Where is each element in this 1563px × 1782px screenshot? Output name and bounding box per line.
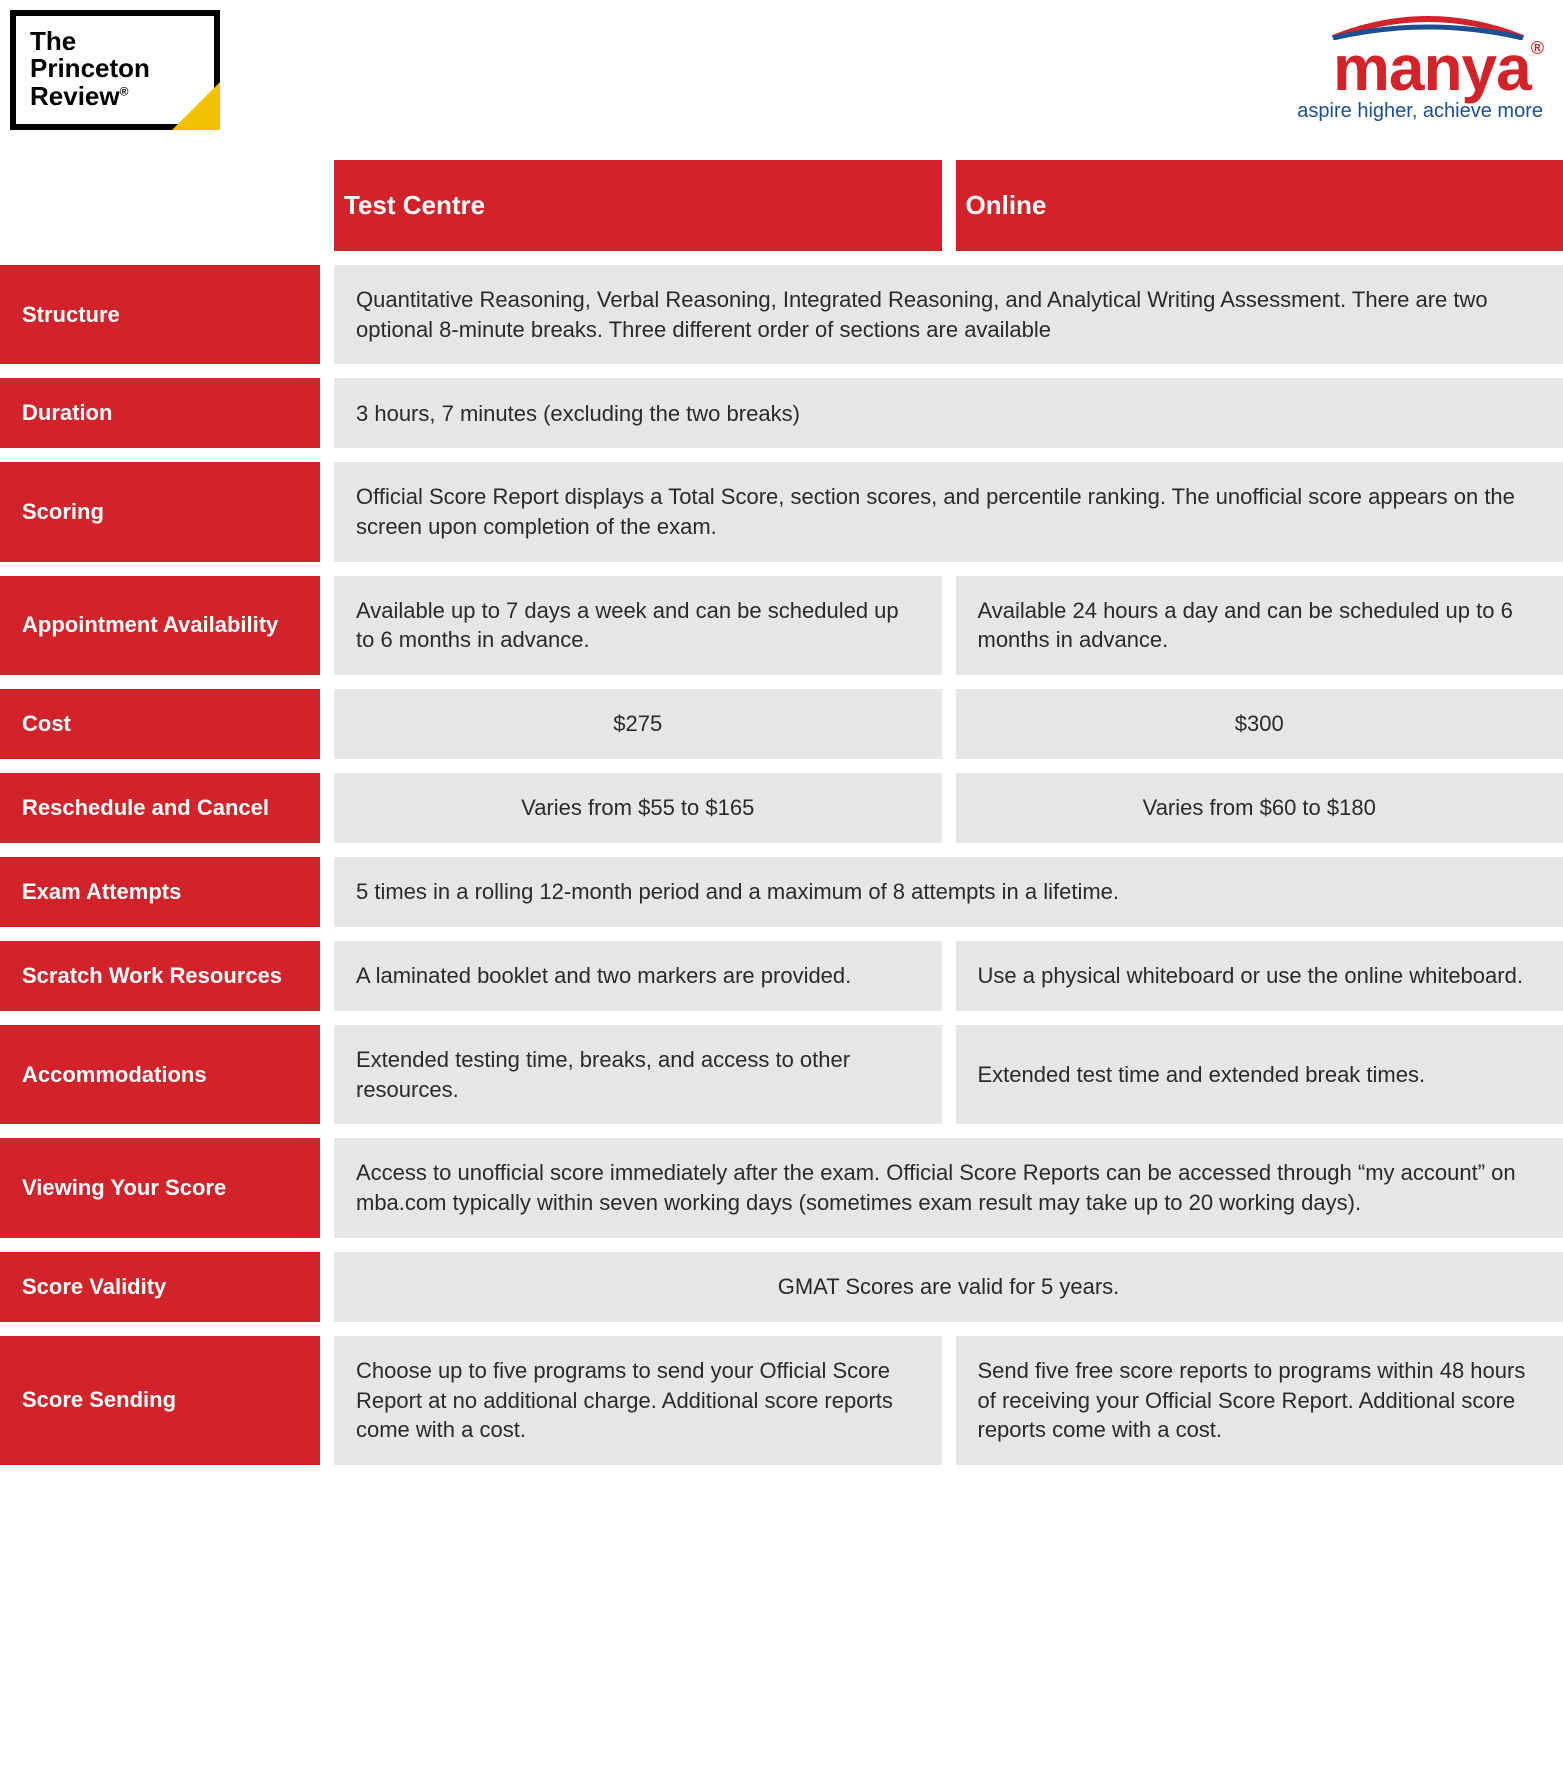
registered-mark: ® [120, 84, 129, 98]
table-row: Structure Quantitative Reasoning, Verbal… [0, 265, 1563, 364]
cell-test-centre: Available up to 7 days a week and can be… [334, 576, 942, 675]
row-label: Cost [0, 689, 320, 759]
manya-logo: manya® aspire higher, achieve more [1297, 10, 1543, 123]
table-row: Appointment Availability Available up to… [0, 576, 1563, 675]
row-label: Duration [0, 378, 320, 448]
table-row: Accommodations Extended testing time, br… [0, 1025, 1563, 1124]
column-header-test-centre: Test Centre [334, 160, 942, 251]
row-label: Exam Attempts [0, 857, 320, 927]
cell-merged: Access to unofficial score immediately a… [334, 1138, 1563, 1237]
cell-online: Varies from $60 to $180 [956, 773, 1563, 843]
table-row: Exam Attempts 5 times in a rolling 12-mo… [0, 857, 1563, 927]
row-label: Scratch Work Resources [0, 941, 320, 1011]
cell-test-centre: A laminated booklet and two markers are … [334, 941, 942, 1011]
cell-online: $300 [956, 689, 1563, 759]
cell-test-centre: Varies from $55 to $165 [334, 773, 942, 843]
table-row: Score Sending Choose up to five programs… [0, 1336, 1563, 1465]
cell-test-centre: Choose up to five programs to send your … [334, 1336, 942, 1465]
logo-text: manya [1333, 32, 1531, 104]
cell-merged: 5 times in a rolling 12-month period and… [334, 857, 1563, 927]
table-row: Viewing Your Score Access to unofficial … [0, 1138, 1563, 1237]
table-header-row: Test Centre Online [0, 160, 1563, 251]
row-label: Appointment Availability [0, 576, 320, 675]
cell-merged: 3 hours, 7 minutes (excluding the two br… [334, 378, 1563, 448]
triangle-accent-icon [172, 82, 220, 130]
cell-online: Available 24 hours a day and can be sche… [956, 576, 1563, 675]
empty-corner [0, 160, 320, 251]
cell-merged: Official Score Report displays a Total S… [334, 462, 1563, 561]
princeton-review-logo: The Princeton Review® [10, 10, 220, 130]
row-label: Score Sending [0, 1336, 320, 1465]
table-row: Cost $275 $300 [0, 689, 1563, 759]
comparison-table: Test Centre Online Structure Quantitativ… [0, 160, 1563, 1465]
logo-text: The [30, 26, 76, 56]
logo-text: Princeton [30, 53, 150, 83]
cell-merged: GMAT Scores are valid for 5 years. [334, 1252, 1563, 1322]
table-row: Duration 3 hours, 7 minutes (excluding t… [0, 378, 1563, 448]
cell-test-centre: Extended testing time, breaks, and acces… [334, 1025, 942, 1124]
table-row: Scoring Official Score Report displays a… [0, 462, 1563, 561]
cell-online: Use a physical whiteboard or use the onl… [956, 941, 1563, 1011]
logo-text: Review [30, 81, 120, 111]
row-label: Score Validity [0, 1252, 320, 1322]
row-label: Reschedule and Cancel [0, 773, 320, 843]
registered-mark: ® [1531, 38, 1543, 58]
cell-merged: Quantitative Reasoning, Verbal Reasoning… [334, 265, 1563, 364]
header: The Princeton Review® manya® aspire high… [0, 0, 1563, 160]
logo-tagline: aspire higher, achieve more [1297, 100, 1543, 123]
table-row: Scratch Work Resources A laminated bookl… [0, 941, 1563, 1011]
row-label: Viewing Your Score [0, 1138, 320, 1237]
table-row: Reschedule and Cancel Varies from $55 to… [0, 773, 1563, 843]
cell-online: Send five free score reports to programs… [956, 1336, 1563, 1465]
row-label: Accommodations [0, 1025, 320, 1124]
table-row: Score Validity GMAT Scores are valid for… [0, 1252, 1563, 1322]
cell-online: Extended test time and extended break ti… [956, 1025, 1563, 1124]
cell-test-centre: $275 [334, 689, 942, 759]
row-label: Structure [0, 265, 320, 364]
column-header-online: Online [956, 160, 1563, 251]
row-label: Scoring [0, 462, 320, 561]
